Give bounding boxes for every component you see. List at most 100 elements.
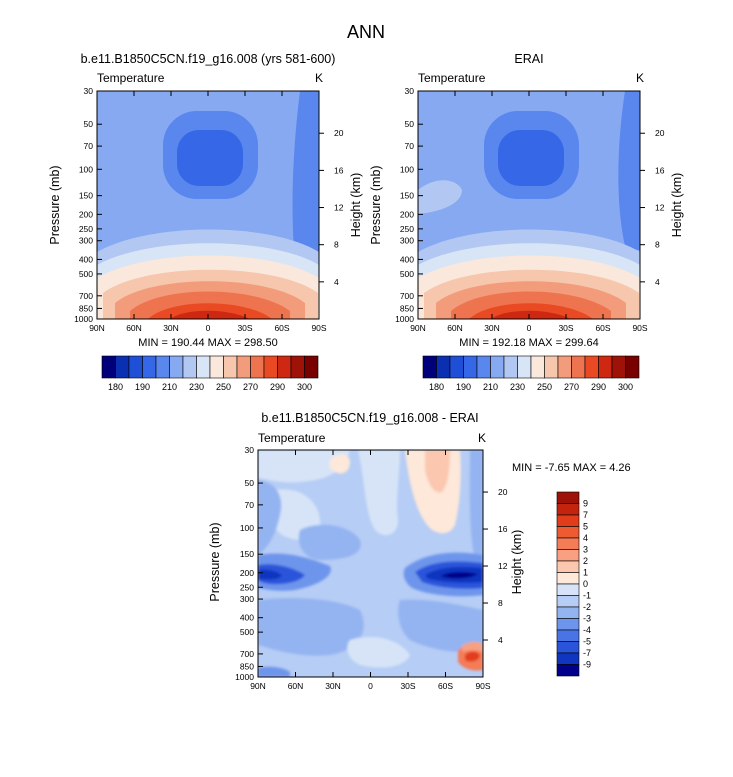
y-right-tick-label: 16 — [498, 524, 508, 534]
x-tick-label: 90S — [632, 323, 647, 333]
colorbar-label: 290 — [591, 382, 606, 392]
colorbar-swatch — [223, 355, 238, 379]
colorbar-swatch — [490, 355, 505, 379]
colorbar-swatch — [556, 595, 580, 608]
y-tick-label: 200 — [240, 568, 254, 578]
field-right-edge-blue — [469, 450, 483, 560]
colorbar-label: 3 — [583, 545, 588, 555]
colorbar-swatch — [556, 641, 580, 654]
panel-model-y-axis-label: Pressure (mb) — [48, 165, 62, 244]
colorbar-swatch — [169, 355, 184, 379]
colorbar-label: -9 — [583, 660, 591, 670]
colorbar-swatch — [556, 652, 580, 665]
colorbar-swatch — [556, 526, 580, 539]
colorbar-label: -5 — [583, 637, 591, 647]
colorbar-swatch — [556, 560, 580, 573]
y-tick-label: 100 — [79, 164, 93, 174]
x-tick-label: 30N — [163, 323, 179, 333]
colorbar-label: 2 — [583, 556, 588, 566]
x-tick-label: 60N — [447, 323, 463, 333]
y-right-tick-label: 12 — [655, 203, 665, 213]
y-right-tick-label: 16 — [655, 165, 665, 175]
y-tick-label: 850 — [400, 303, 414, 313]
panel-model-axes: 90N 60N 30N 0 30S 60S 90S 30 50 70 100 150 200 250 300… — [74, 86, 344, 333]
panel-difference: b.e11.B1850C5CN.f19_g16.008 - ERAI Tempe… — [208, 411, 631, 691]
panel-model-stats: MIN = 190.44 MAX = 298.50 — [138, 337, 277, 349]
panel-difference-units-label: K — [478, 431, 486, 445]
colorbar-swatch — [422, 355, 437, 379]
x-tick-label: 0 — [206, 323, 211, 333]
x-tick-label: 30S — [558, 323, 573, 333]
colorbar-label: 190 — [135, 382, 150, 392]
y-tick-label: 400 — [240, 613, 254, 623]
x-tick-label: 30S — [237, 323, 252, 333]
field-upper-cold-core — [177, 130, 243, 186]
main-title: ANN — [347, 22, 385, 42]
x-tick-label: 30S — [400, 681, 415, 691]
y-right-tick-label: 20 — [334, 128, 344, 138]
panel-difference-y-axis-label: Pressure (mb) — [208, 522, 222, 601]
y-tick-label: 400 — [79, 254, 93, 264]
y-tick-label: 70 — [405, 141, 415, 151]
y-tick-label: 250 — [240, 582, 254, 592]
panel-model-colorbar: 180 190 210 230 250 270 290 300 — [101, 355, 319, 392]
field-surface-left-dark — [258, 666, 290, 677]
panel-model-variable-label: Temperature — [97, 71, 165, 85]
colorbar-swatch — [556, 503, 580, 516]
y-right-tick-label: 4 — [334, 277, 339, 287]
y-tick-label: 500 — [79, 269, 93, 279]
x-tick-label: 30N — [484, 323, 500, 333]
colorbar-label: 300 — [297, 382, 312, 392]
y-tick-label: 100 — [400, 164, 414, 174]
field-lower-right-blue — [398, 599, 483, 652]
panel-difference-colorbar: 97 54 32 10 -1-2 -3-4 -5-7 -9 — [556, 491, 591, 677]
x-tick-label: 30N — [325, 681, 341, 691]
colorbar-label: 1 — [583, 568, 588, 578]
y-tick-label: 50 — [84, 119, 94, 129]
y-tick-label: 200 — [400, 209, 414, 219]
colorbar-swatch — [196, 355, 211, 379]
colorbar-label: 9 — [583, 499, 588, 509]
y-tick-label: 70 — [84, 141, 94, 151]
colorbar-label: 230 — [510, 382, 525, 392]
field-surface-warm-patch-core — [465, 651, 480, 662]
panel-erai: ERAI Temperature K Pressure (mb) Height … — [369, 52, 684, 392]
field-band-298 — [170, 310, 250, 319]
colorbar-swatch — [263, 355, 278, 379]
y-tick-label: 500 — [240, 627, 254, 637]
panel-model-units-label: K — [315, 71, 323, 85]
panel-difference-title: b.e11.B1850C5CN.f19_g16.008 - ERAI — [261, 411, 478, 425]
colorbar-label: 290 — [270, 382, 285, 392]
colorbar-swatch — [449, 355, 464, 379]
colorbar-label: -4 — [583, 625, 591, 635]
panel-erai-variable-label: Temperature — [418, 71, 486, 85]
colorbar-swatch — [556, 629, 580, 642]
y-right-tick-label: 16 — [334, 165, 344, 175]
field-right-cold-band-darkest — [440, 571, 478, 579]
colorbar-swatch — [503, 355, 518, 379]
colorbar-label: -1 — [583, 591, 591, 601]
colorbar-label: 0 — [583, 579, 588, 589]
field-upper-cold-core — [498, 130, 564, 186]
colorbar-swatch — [556, 664, 580, 677]
colorbar-label: 7 — [583, 510, 588, 520]
y-tick-label: 150 — [240, 549, 254, 559]
colorbar-swatch — [209, 355, 224, 379]
y-tick-label: 300 — [400, 236, 414, 246]
colorbar-label: 250 — [537, 382, 552, 392]
panel-model-contour-field — [97, 91, 319, 319]
colorbar-label: -7 — [583, 648, 591, 658]
colorbar-label: 190 — [456, 382, 471, 392]
y-tick-label: 500 — [400, 269, 414, 279]
y-tick-label: 150 — [400, 191, 414, 201]
field-left-warm-patch — [418, 180, 462, 214]
colorbar-swatch — [556, 549, 580, 562]
colorbar-swatch — [625, 355, 640, 379]
x-tick-label: 90N — [250, 681, 266, 691]
colorbar-label: 300 — [618, 382, 633, 392]
x-tick-label: 0 — [527, 323, 532, 333]
colorbar-label: 180 — [108, 382, 123, 392]
y-tick-label: 300 — [79, 236, 93, 246]
x-tick-label: 90S — [475, 681, 490, 691]
